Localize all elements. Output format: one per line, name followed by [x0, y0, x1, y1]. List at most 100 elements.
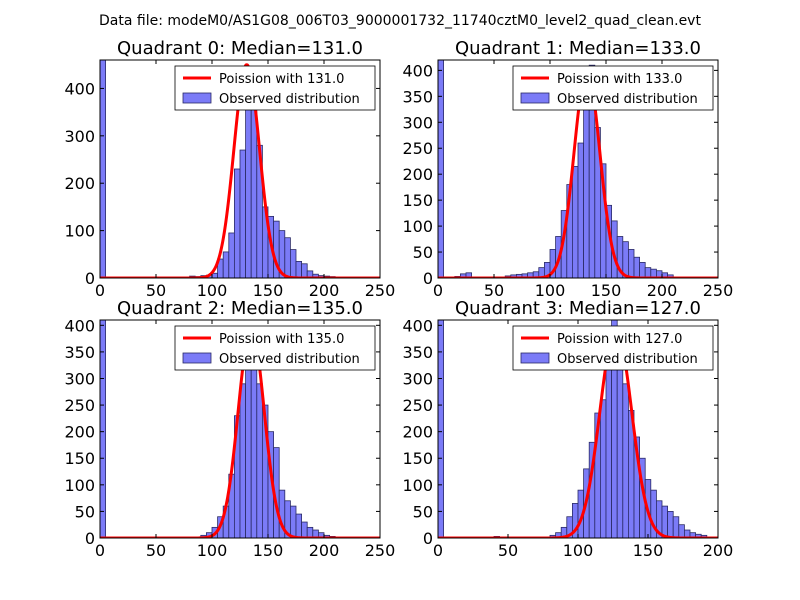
histogram-bar	[245, 97, 252, 278]
y-tick-label: 100	[402, 217, 433, 236]
y-tick-label: 200	[64, 423, 95, 442]
x-tick-label: 150	[253, 541, 284, 560]
x-tick-label: 100	[563, 541, 594, 560]
histogram-bar	[667, 511, 674, 538]
x-tick-label: 50	[484, 281, 504, 300]
legend-bar-swatch	[520, 352, 550, 364]
y-tick-label: 150	[402, 191, 433, 210]
axes-frame	[437, 59, 719, 279]
histogram-bar	[301, 521, 308, 538]
histogram-bar	[245, 351, 252, 538]
x-tick-label: 100	[197, 541, 228, 560]
histogram-bar	[633, 256, 640, 278]
legend-label: Observed distribution	[557, 352, 698, 367]
x-tick-label: 250	[703, 281, 734, 300]
legend-label: Poission with 133.0	[557, 72, 682, 87]
x-tick-label: 0	[433, 541, 443, 560]
y-tick-label: 100	[64, 222, 95, 241]
legend: Poission with 135.0 Observed distribution	[174, 325, 376, 371]
histogram-bar	[628, 249, 635, 278]
y-tick-label: 0	[85, 269, 95, 288]
histogram-bar	[583, 90, 590, 278]
histogram-bar	[295, 261, 302, 278]
axes-frame	[99, 59, 381, 279]
y-tick-label: 0	[85, 529, 95, 548]
legend-label: Observed distribution	[219, 92, 360, 107]
y-tick-label: 0	[423, 269, 433, 288]
y-tick-label: 250	[402, 139, 433, 158]
y-tick-label: 350	[402, 343, 433, 362]
histogram-bar	[233, 168, 241, 278]
legend-label: Observed distribution	[219, 352, 360, 367]
histogram-bar	[239, 149, 246, 278]
x-tick-label: 150	[253, 281, 284, 300]
histogram-bar	[438, 60, 444, 278]
x-tick-label: 250	[365, 541, 396, 560]
y-tick-label: 50	[413, 243, 433, 262]
y-tick-label: 100	[64, 476, 95, 495]
histogram-bar	[616, 351, 624, 538]
chart-title: Quadrant 0: Median=131.0	[117, 38, 363, 59]
chart-title: Quadrant 1: Median=133.0	[455, 38, 701, 59]
chart-panel-3: 0 50 100 150 200 0 50 100 150 200 250 300 350 400 Quad…	[402, 298, 733, 560]
legend-bar-swatch	[182, 92, 212, 104]
y-tick-label: 400	[402, 61, 433, 80]
y-tick-label: 250	[64, 396, 95, 415]
x-tick-label: 150	[591, 281, 622, 300]
x-tick-label: 0	[95, 541, 105, 560]
legend-bar-swatch	[182, 352, 212, 364]
poisson-curve	[100, 326, 380, 538]
legend: Poission with 127.0 Observed distribution	[512, 325, 714, 371]
x-tick-label: 50	[498, 541, 518, 560]
y-tick-label: 200	[402, 165, 433, 184]
histogram-bar	[100, 320, 106, 538]
poisson-curve	[438, 68, 718, 278]
histogram-bar	[678, 524, 685, 538]
legend: Poission with 131.0 Observed distribution	[174, 65, 376, 111]
y-tick-label: 50	[413, 502, 433, 521]
y-tick-label: 250	[402, 396, 433, 415]
histogram-bar	[644, 267, 652, 278]
y-tick-label: 0	[423, 529, 433, 548]
x-tick-label: 200	[309, 541, 340, 560]
histogram-bar	[605, 346, 612, 538]
x-tick-label: 200	[647, 281, 678, 300]
x-tick-label: 200	[309, 281, 340, 300]
legend-label: Poission with 131.0	[219, 72, 344, 87]
histogram-bar	[301, 263, 308, 278]
histogram-bar	[572, 166, 579, 278]
legend: Poission with 133.0 Observed distribution	[512, 65, 714, 111]
histogram-bar	[639, 262, 646, 278]
histogram-bar	[577, 142, 584, 278]
y-tick-label: 300	[64, 127, 95, 146]
x-tick-label: 100	[535, 281, 566, 300]
y-tick-label: 150	[64, 449, 95, 468]
y-tick-label: 300	[64, 369, 95, 388]
y-tick-label: 400	[64, 79, 95, 98]
histogram-bar	[100, 60, 106, 278]
histogram-bar	[672, 516, 680, 538]
histogram-bar	[250, 362, 258, 538]
legend-label: Observed distribution	[557, 92, 698, 107]
histogram-bar	[256, 383, 263, 538]
chart-title: Quadrant 3: Median=127.0	[455, 298, 701, 319]
x-tick-label: 0	[433, 281, 443, 300]
histogram-bar	[600, 399, 607, 538]
x-tick-label: 50	[146, 541, 166, 560]
histogram-bar	[239, 383, 246, 538]
histogram-bar	[289, 249, 297, 278]
y-tick-label: 300	[402, 113, 433, 132]
x-tick-label: 50	[146, 281, 166, 300]
x-tick-label: 150	[633, 541, 664, 560]
bars	[438, 60, 674, 278]
x-tick-label: 250	[365, 281, 396, 300]
legend-label: Poission with 127.0	[557, 332, 682, 347]
figure-title: Data file: modeM0/AS1G08_006T03_90000017…	[99, 13, 701, 29]
y-tick-label: 400	[64, 316, 95, 335]
x-tick-label: 100	[197, 281, 228, 300]
y-tick-label: 100	[402, 476, 433, 495]
legend-bar-swatch	[520, 92, 550, 104]
y-tick-label: 50	[75, 502, 95, 521]
